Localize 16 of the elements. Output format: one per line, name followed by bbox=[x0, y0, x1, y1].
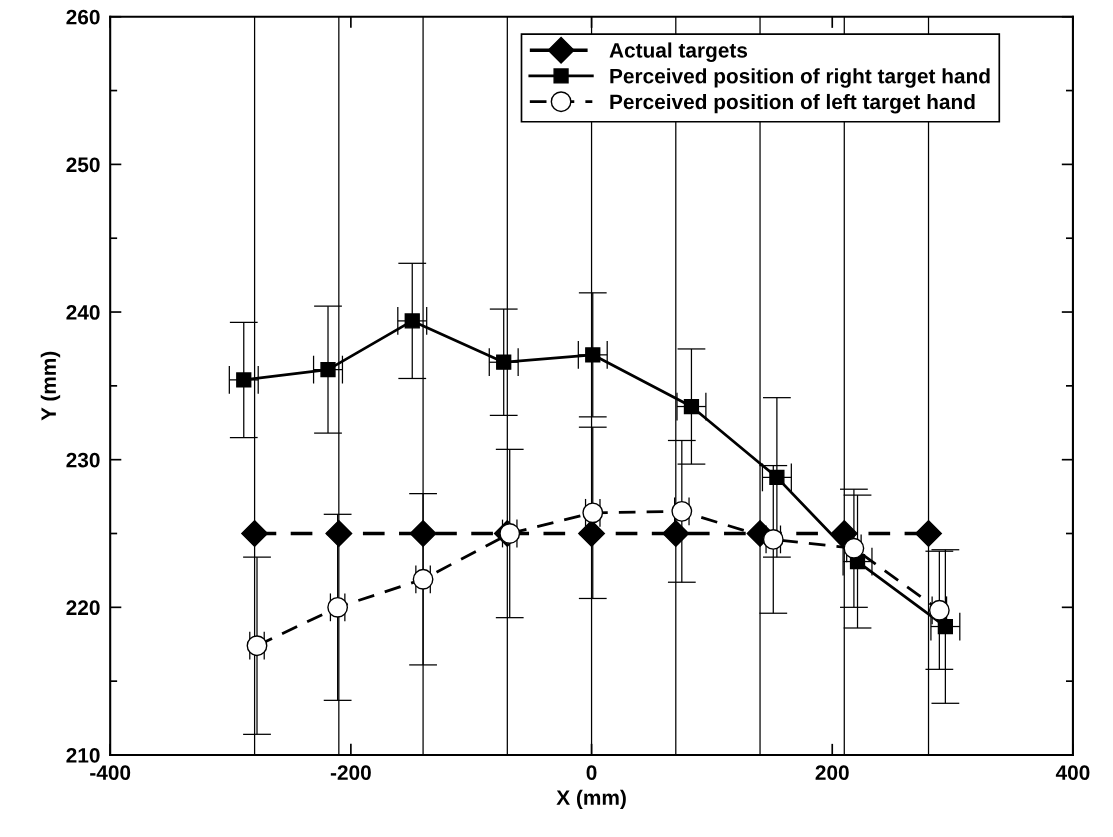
legend-label: Perceived position of right target hand bbox=[610, 68, 990, 88]
y-tick-label: 240 bbox=[66, 305, 100, 320]
y-tick-label: 260 bbox=[66, 9, 100, 25]
x-tick-label: 400 bbox=[1055, 765, 1090, 780]
y-tick-label: 250 bbox=[66, 157, 100, 173]
x-tick-label: 0 bbox=[586, 765, 597, 780]
y-tick-label: 220 bbox=[66, 600, 100, 616]
y-tick-label: 210 bbox=[66, 747, 100, 763]
y-tick-label: 230 bbox=[66, 452, 100, 468]
legend-label: Actual targets bbox=[609, 42, 748, 62]
legend-label: Perceived position of left target hand bbox=[610, 93, 975, 114]
y-axis-title: Y (mm) bbox=[40, 351, 61, 421]
x-tick-label: -200 bbox=[330, 765, 371, 780]
x-axis-title: X (mm) bbox=[556, 789, 626, 810]
x-tick-label: -400 bbox=[90, 765, 131, 780]
x-tick-label: 200 bbox=[815, 765, 849, 780]
